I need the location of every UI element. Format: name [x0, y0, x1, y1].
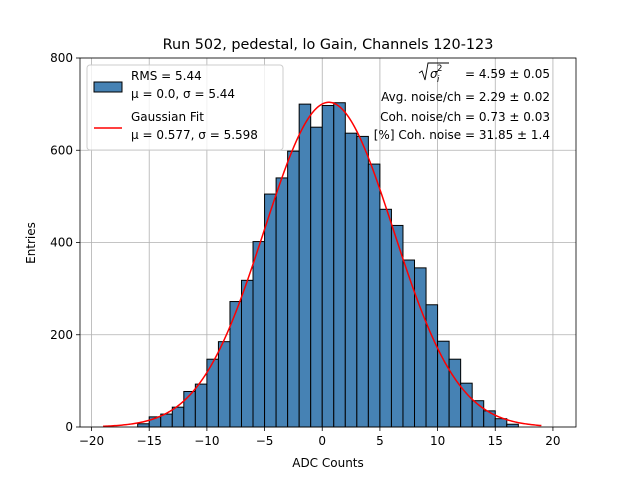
histogram-bar	[425, 304, 439, 428]
histogram-bar	[183, 390, 196, 428]
x-tick-label: −15	[137, 434, 162, 448]
sqrt-icon	[418, 62, 449, 81]
legend-fit-text: Gaussian Fit	[131, 110, 204, 124]
histogram-bar	[321, 105, 335, 428]
sigma-expression: σ 2 i = 4.59 ± 0.05	[418, 62, 550, 85]
pct-coh-noise-text: [%] Coh. noise = 31.85 ± 1.4	[374, 128, 550, 142]
sigma-expression-value: = 4.59 ± 0.05	[465, 67, 550, 81]
x-tick-label: −5	[256, 434, 274, 448]
histogram-bar	[275, 177, 289, 428]
histogram-bar	[494, 418, 508, 428]
x-tick-label: 20	[545, 434, 560, 448]
x-tick-label: −20	[79, 434, 104, 448]
x-tick-label: 0	[318, 434, 326, 448]
legend-rms-stats-text: μ = 0.0, σ = 5.44	[131, 87, 235, 101]
x-axis-label: ADC Counts	[292, 456, 364, 470]
histogram-bar	[333, 102, 346, 428]
histogram-bar	[506, 423, 519, 428]
x-tick-label: 15	[488, 434, 503, 448]
histogram-bar	[287, 150, 300, 428]
histogram-bar	[310, 126, 323, 428]
y-tick-label: 200	[50, 328, 73, 342]
stats-annotations: σ 2 i = 4.59 ± 0.05 Avg. noise/ch = 2.29…	[374, 62, 550, 142]
y-tick-label: 600	[50, 143, 73, 157]
histogram-bar	[229, 301, 242, 428]
histogram-bar	[367, 163, 381, 428]
histogram-bar	[414, 267, 427, 428]
x-tick-label: 10	[430, 434, 445, 448]
gaussian-fit-curve	[103, 101, 542, 428]
histogram-bar	[137, 423, 150, 428]
histogram-bar	[298, 103, 312, 428]
x-axis-ticks: −20 −15 −10 −5 0 5 10 15 20	[79, 427, 561, 448]
legend-fit-stats-text: μ = 0.577, σ = 5.598	[131, 128, 258, 142]
sigma-expression-symbol: σ	[430, 67, 438, 81]
histogram-bar	[252, 241, 266, 428]
histogram-bar	[356, 135, 369, 428]
chart-title: Run 502, pedestal, lo Gain, Channels 120…	[163, 37, 494, 53]
legend: RMS = 5.44 μ = 0.0, σ = 5.44 Gaussian Fi…	[86, 64, 284, 151]
coh-noise-text: Coh. noise/ch = 0.73 ± 0.03	[380, 110, 550, 124]
histogram-bar	[264, 193, 277, 428]
x-tick-label: 5	[376, 434, 384, 448]
histogram-bar	[194, 383, 208, 428]
avg-noise-text: Avg. noise/ch = 2.29 ± 0.02	[381, 90, 550, 104]
histogram-bar	[171, 406, 185, 428]
histogram-bar	[448, 358, 462, 428]
legend-histogram-patch	[93, 81, 123, 93]
sigma-expression-sub: i	[437, 75, 440, 85]
y-axis-ticks: 0 200 400 600 800	[50, 51, 80, 434]
legend-rms-text: RMS = 5.44	[131, 69, 202, 83]
sigma-expression-sup: 2	[437, 64, 442, 74]
y-tick-label: 400	[50, 236, 73, 250]
y-tick-label: 0	[65, 420, 73, 434]
legend-box	[86, 64, 284, 151]
y-axis-label: Entries	[24, 222, 38, 264]
histogram-bar	[437, 340, 450, 428]
histogram-bars	[137, 102, 519, 428]
histogram-bar	[240, 279, 254, 428]
histogram-bar	[217, 341, 231, 428]
y-tick-label: 800	[50, 51, 73, 65]
histogram-bar	[344, 132, 358, 428]
histogram-bar	[402, 259, 416, 428]
histogram-bar	[379, 208, 392, 428]
x-tick-label: −10	[194, 434, 219, 448]
histogram-bar	[483, 410, 496, 428]
